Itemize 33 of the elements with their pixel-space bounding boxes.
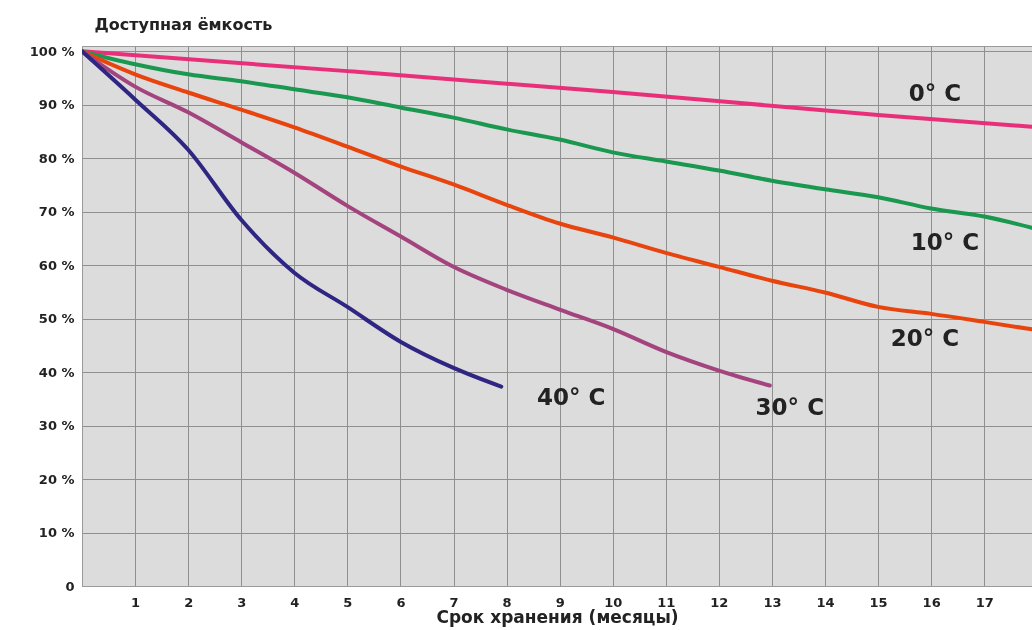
x-tick-label: 14 [816, 594, 835, 610]
y-tick-label: 70 % [38, 204, 75, 220]
line-series [82, 49, 772, 388]
line-series [82, 49, 1032, 129]
y-tick-label: 90 % [38, 97, 75, 113]
x-tick-label: 17 [975, 594, 994, 610]
y-tick-label: 20 % [38, 471, 75, 487]
y-tick-label: 50 % [38, 311, 75, 327]
series-label: 20° C [890, 325, 960, 352]
y-axis-title: Доступная ёмкость [94, 14, 273, 34]
line-series [82, 49, 1032, 230]
x-tick-label: 4 [290, 594, 300, 610]
x-tick-label: 3 [237, 594, 247, 610]
series-label: 30° C [755, 393, 825, 420]
x-tick-label: 13 [763, 594, 782, 610]
x-tick-label: 1 [131, 594, 141, 610]
series-label: 10° C [910, 228, 980, 255]
y-tick-label: 80 % [38, 150, 75, 166]
y-tick-label: 0 [65, 578, 75, 594]
x-tick-label: 15 [869, 594, 888, 610]
line-series [82, 49, 504, 389]
x-tick-label: 16 [922, 594, 941, 610]
y-tick-label: 60 % [38, 257, 75, 273]
y-tick-label: 30 % [38, 418, 75, 434]
x-tick-label: 2 [184, 594, 194, 610]
series-label: 0° C [908, 79, 962, 106]
x-tick-label: 6 [396, 594, 406, 610]
series-label: 40° C [537, 383, 606, 410]
y-tick-label: 100 % [29, 43, 75, 59]
x-tick-label: 5 [343, 594, 353, 610]
x-tick-label: 12 [710, 594, 729, 610]
y-tick-label: 10 % [38, 525, 75, 541]
y-tick-label: 40 % [38, 364, 75, 380]
